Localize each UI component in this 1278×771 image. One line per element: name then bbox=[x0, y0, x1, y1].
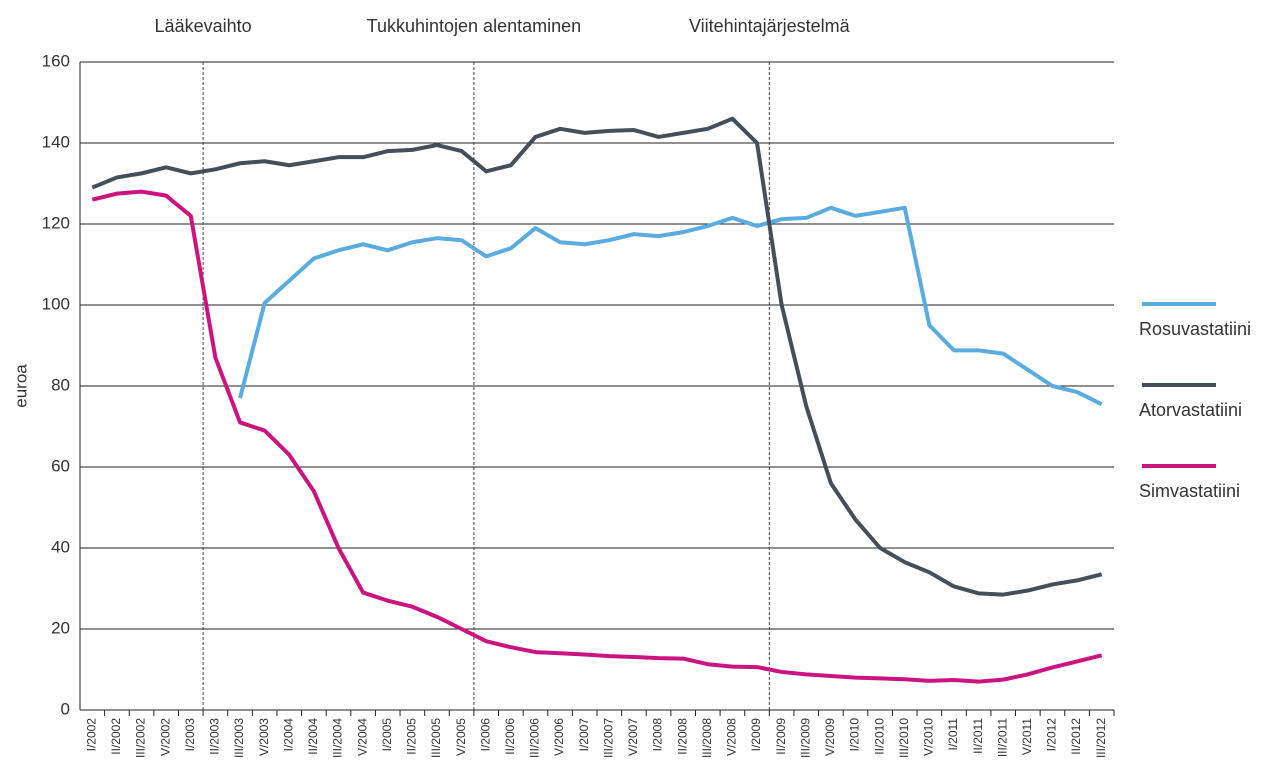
legend-label: Atorvastatiini bbox=[1139, 400, 1242, 420]
x-tick-label: II/2005 bbox=[405, 718, 419, 755]
x-tick-label: III/2007 bbox=[601, 718, 615, 758]
y-tick-label: 140 bbox=[42, 132, 70, 151]
x-tick-label: V/2006 bbox=[552, 718, 566, 756]
x-tick-label: V/2008 bbox=[725, 718, 739, 756]
series-line bbox=[91, 116, 1103, 597]
x-tick-label: II/2004 bbox=[306, 718, 320, 755]
legend-label: Rosuvastatiini bbox=[1139, 319, 1251, 339]
x-tick-label: II/2002 bbox=[109, 718, 123, 755]
x-tick-label: I/2012 bbox=[1045, 718, 1059, 752]
x-tick-label: I/2003 bbox=[183, 718, 197, 752]
y-tick-label: 60 bbox=[51, 456, 70, 475]
x-tick-label: I/2004 bbox=[281, 718, 295, 752]
x-tick-label: V/2003 bbox=[257, 718, 271, 756]
y-tick-label: 100 bbox=[42, 294, 70, 313]
x-tick-label: II/2012 bbox=[1069, 718, 1083, 755]
event-annotation: Viitehintajärjestelmä bbox=[689, 16, 851, 36]
x-tick-label: V/2007 bbox=[626, 718, 640, 756]
x-tick-label: II/2009 bbox=[774, 718, 788, 755]
y-tick-label: 80 bbox=[51, 375, 70, 394]
x-tick-label: III/2012 bbox=[1094, 718, 1108, 758]
x-tick-label: II/2011 bbox=[971, 718, 985, 754]
x-tick-label: I/2005 bbox=[380, 718, 394, 752]
x-tick-label: V/2011 bbox=[1020, 718, 1034, 755]
x-tick-label: I/2006 bbox=[478, 718, 492, 752]
y-tick-label: 20 bbox=[51, 618, 70, 637]
x-tick-label: V/2002 bbox=[158, 718, 172, 756]
event-annotation: Lääkevaihto bbox=[155, 16, 252, 36]
x-tick-label: II/2008 bbox=[675, 718, 689, 755]
legend-label: Simvastatiini bbox=[1139, 481, 1240, 501]
x-tick-label: III/2003 bbox=[232, 718, 246, 758]
event-annotation: Tukkuhintojen alentaminen bbox=[367, 16, 581, 36]
x-tick-label: I/2011 bbox=[946, 718, 960, 751]
series-line bbox=[238, 205, 1103, 407]
y-axis-label: euroa bbox=[11, 364, 30, 408]
x-tick-label: III/2004 bbox=[331, 718, 345, 758]
x-tick-label: III/2011 bbox=[995, 718, 1009, 757]
x-tick-label: V/2009 bbox=[823, 718, 837, 756]
x-tick-label: I/2008 bbox=[651, 718, 665, 752]
x-tick-label: III/2006 bbox=[528, 718, 542, 758]
x-tick-label: III/2010 bbox=[897, 718, 911, 758]
x-tick-label: II/2006 bbox=[503, 718, 517, 755]
y-tick-label: 40 bbox=[51, 537, 70, 556]
y-tick-label: 120 bbox=[42, 213, 70, 232]
x-tick-label: III/2009 bbox=[798, 718, 812, 758]
x-tick-label: V/2005 bbox=[454, 718, 468, 756]
y-tick-label: 0 bbox=[61, 699, 70, 718]
x-tick-label: I/2007 bbox=[577, 718, 591, 752]
series-line bbox=[91, 189, 1103, 684]
x-tick-label: I/2010 bbox=[848, 718, 862, 752]
x-tick-label: I/2002 bbox=[84, 718, 98, 752]
x-tick-label: II/2003 bbox=[208, 718, 222, 755]
x-tick-label: III/2002 bbox=[134, 718, 148, 758]
x-tick-label: V/2010 bbox=[922, 718, 936, 756]
x-tick-label: I/2009 bbox=[749, 718, 763, 752]
x-tick-label: III/2005 bbox=[429, 718, 443, 758]
x-tick-label: II/2010 bbox=[872, 718, 886, 755]
x-tick-label: V/2004 bbox=[355, 718, 369, 756]
x-tick-label: III/2008 bbox=[700, 718, 714, 758]
y-tick-label: 160 bbox=[42, 51, 70, 70]
